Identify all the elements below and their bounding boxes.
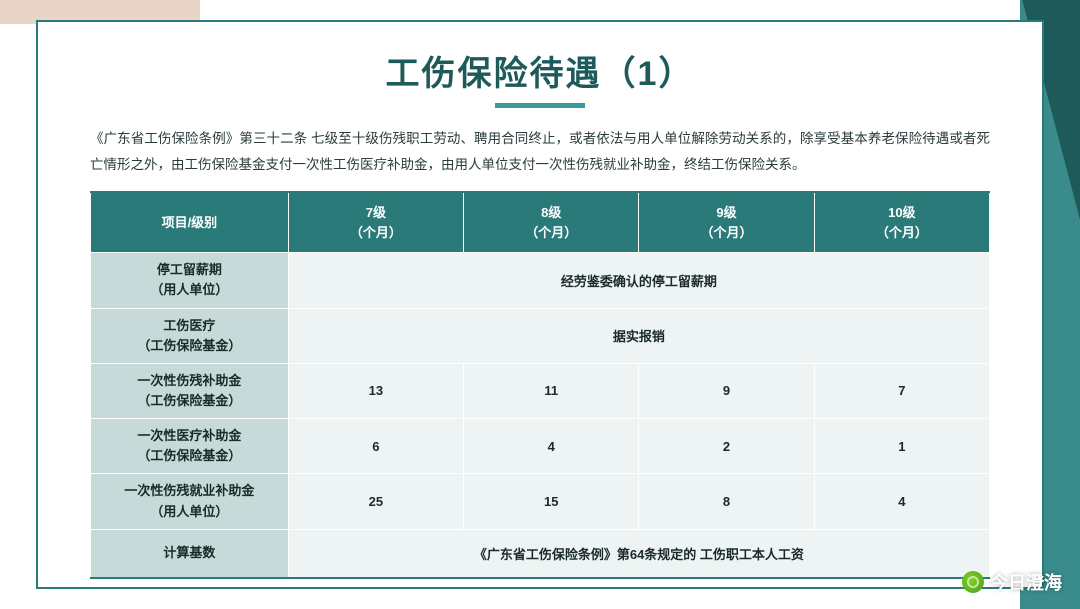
table-row: 停工留薪期 （用人单位） 经劳鉴委确认的停工留薪期 [91, 253, 990, 308]
table-row: 一次性伤残就业补助金 （用人单位） 25 15 8 4 [91, 474, 990, 529]
row-label: 一次性伤残就业补助金 （用人单位） [91, 474, 289, 529]
row-label: 停工留薪期 （用人单位） [91, 253, 289, 308]
cell-value: 7 [814, 363, 989, 418]
wechat-icon [962, 571, 984, 593]
header-level-10: 10级 （个月） [814, 192, 989, 253]
table-row: 工伤医疗 （工伤保险基金） 据实报销 [91, 308, 990, 363]
header-level-8: 8级 （个月） [464, 192, 639, 253]
row-label: 工伤医疗 （工伤保险基金） [91, 308, 289, 363]
row-label: 一次性伤残补助金 （工伤保险基金） [91, 363, 289, 418]
watermark-text: 今日澄海 [990, 569, 1062, 595]
header-level-7: 7级 （个月） [288, 192, 463, 253]
page-title: 工伤保险待遇（1） [90, 46, 990, 95]
cell-value: 11 [464, 363, 639, 418]
row-label: 一次性医疗补助金 （工伤保险基金） [91, 419, 289, 474]
cell-value: 25 [288, 474, 463, 529]
row-merged-value: 经劳鉴委确认的停工留薪期 [288, 253, 989, 308]
row-merged-value: 据实报销 [288, 308, 989, 363]
table-row: 一次性医疗补助金 （工伤保险基金） 6 4 2 1 [91, 419, 990, 474]
watermark: 今日澄海 [962, 569, 1062, 595]
description-paragraph: 《广东省工伤保险条例》第三十二条 七级至十级伤残职工劳动、聘用合同终止，或者依法… [90, 126, 990, 177]
cell-value: 8 [639, 474, 814, 529]
cell-value: 2 [639, 419, 814, 474]
benefit-table: 项目/级别 7级 （个月） 8级 （个月） 9级 （个月） 10级 （个月） [90, 191, 990, 578]
header-corner: 项目/级别 [91, 192, 289, 253]
cell-value: 15 [464, 474, 639, 529]
cell-value: 1 [814, 419, 989, 474]
table-footer-row: 计算基数 《广东省工伤保险条例》第64条规定的 工伤职工本人工资 [91, 529, 990, 578]
footer-text: 《广东省工伤保险条例》第64条规定的 工伤职工本人工资 [288, 529, 989, 578]
title-underline [495, 103, 585, 108]
table-header-row: 项目/级别 7级 （个月） 8级 （个月） 9级 （个月） 10级 （个月） [91, 192, 990, 253]
cell-value: 9 [639, 363, 814, 418]
slide-frame: 工伤保险待遇（1） 《广东省工伤保险条例》第三十二条 七级至十级伤残职工劳动、聘… [36, 20, 1044, 589]
cell-value: 4 [464, 419, 639, 474]
footer-label: 计算基数 [91, 529, 289, 578]
header-level-9: 9级 （个月） [639, 192, 814, 253]
table-row: 一次性伤残补助金 （工伤保险基金） 13 11 9 7 [91, 363, 990, 418]
cell-value: 6 [288, 419, 463, 474]
cell-value: 4 [814, 474, 989, 529]
cell-value: 13 [288, 363, 463, 418]
